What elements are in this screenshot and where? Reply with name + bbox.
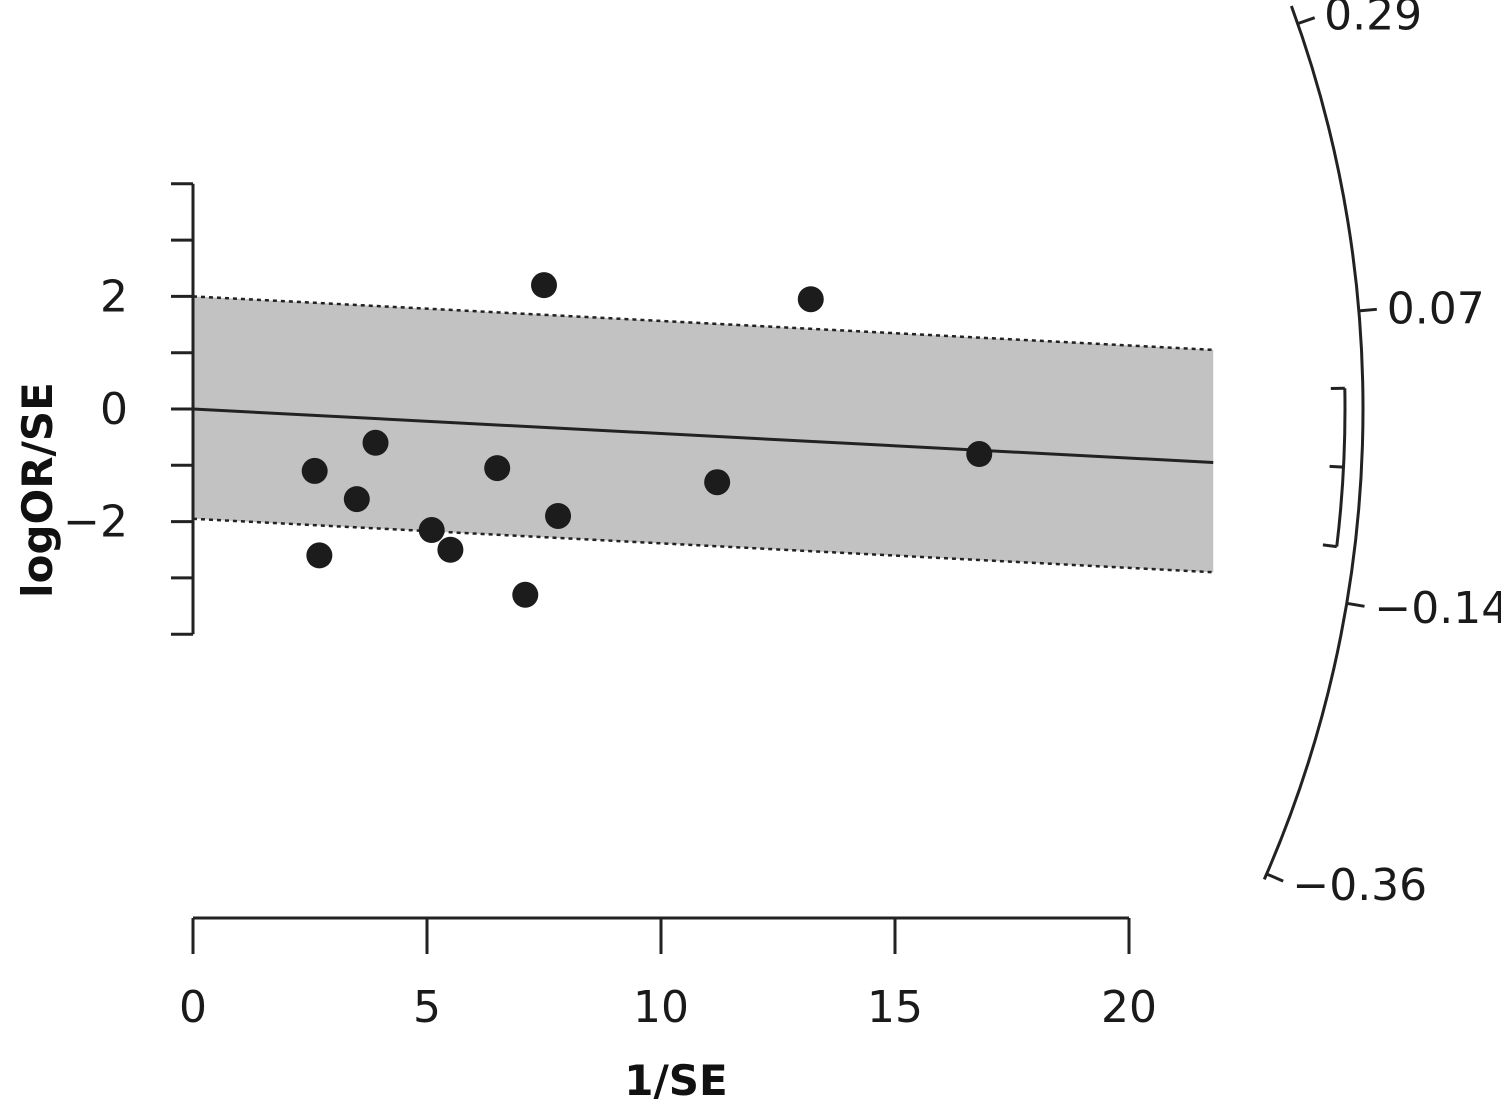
radial-tick — [1266, 872, 1284, 883]
y-tick-label: 0 — [100, 384, 128, 435]
data-point — [484, 455, 511, 482]
data-point — [306, 542, 333, 569]
data-point — [966, 441, 993, 468]
x-axis: 0 5 10 15 20 — [179, 916, 1157, 1033]
y-axis: 2 0 −2 — [63, 182, 195, 636]
y-axis-title: logOR/SE — [13, 382, 62, 598]
radial-tick — [1358, 307, 1377, 313]
y-tick-label: −2 — [63, 497, 128, 548]
data-point — [704, 469, 731, 496]
data-point — [545, 502, 572, 529]
radial-arc — [1262, 5, 1365, 880]
radial-scale: 0.29 0.07 −0.14 −0.36 — [1262, 0, 1501, 911]
x-tick-label: 10 — [633, 982, 689, 1033]
x-tick-label: 20 — [1101, 982, 1157, 1033]
radial-tick-label: 0.07 — [1387, 283, 1485, 334]
x-tick-label: 5 — [413, 982, 441, 1033]
regression-line — [192, 407, 1214, 464]
data-point — [437, 536, 464, 563]
data-point — [343, 486, 370, 513]
radial-tick-label: −0.36 — [1292, 860, 1427, 911]
x-axis-title: 1/SE — [624, 1056, 728, 1100]
x-tick-label: 15 — [867, 982, 923, 1033]
ci-end-tick — [1322, 543, 1337, 549]
data-point — [362, 429, 389, 456]
radial-tick-label: 0.29 — [1324, 0, 1422, 40]
band-lower-edge — [192, 517, 1214, 574]
data-point — [418, 517, 445, 544]
radial-tick-label: −0.14 — [1374, 583, 1501, 634]
radial-tick — [1346, 601, 1365, 608]
band-upper-edge — [192, 295, 1214, 352]
data-point — [301, 457, 328, 484]
radial-tick — [1297, 16, 1316, 26]
y-tick-label: 2 — [100, 271, 128, 322]
data-point — [512, 581, 539, 608]
pooled-estimate-tick — [1329, 464, 1344, 469]
data-point — [797, 286, 824, 313]
x-tick-label: 0 — [179, 982, 207, 1033]
data-point — [531, 272, 557, 299]
data-points — [301, 272, 993, 608]
